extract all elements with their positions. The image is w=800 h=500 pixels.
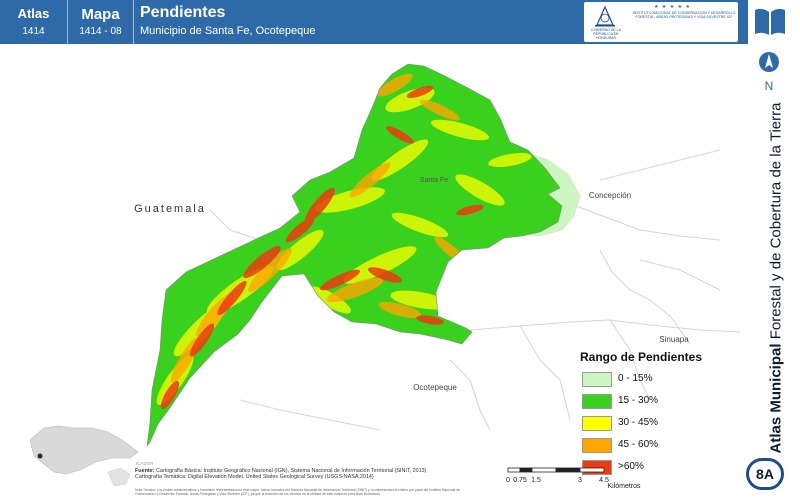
legend-label: >60% [618, 461, 644, 472]
legend-label: 0 - 15% [618, 373, 653, 384]
north-arrow-icon: N [759, 52, 779, 93]
institute-text: INSTITUTO NACIONAL DE CONSERVACIÓN Y DES… [632, 11, 736, 20]
honduras-seal-icon [595, 5, 615, 27]
label-ocotepeque: Ocotepeque [413, 383, 457, 392]
legend-swatch [582, 438, 612, 453]
legend-label: 30 - 45% [618, 417, 659, 428]
inset-credit: ICADOR [136, 461, 154, 466]
legend-label: 45 - 60% [618, 439, 659, 450]
label-sinuapa: Sinuapa [659, 335, 689, 344]
legend-swatch [582, 416, 612, 431]
legend-swatch [582, 394, 612, 409]
source-line-2: Cartografía Temática: Digital Elevation … [135, 474, 374, 481]
open-book-icon[interactable] [752, 4, 788, 38]
label-guatemala: Guatemala [134, 203, 206, 215]
scale-unit: Kilómetros [607, 483, 641, 490]
slope-legend: Rango de Pendientes 0 - 15% 15 - 30% 30 … [580, 350, 730, 479]
north-label: N [765, 79, 774, 93]
legend-label: 15 - 30% [618, 395, 659, 406]
technical-note: Nota Técnica: Los límites administrativo… [135, 488, 460, 496]
atlas-block: Atlas 1414 [0, 0, 68, 44]
slope-map: Guatemala Santa Fe Concepción Sinuapa Oc… [29, 63, 741, 487]
legend-title: Rango de Pendientes [580, 350, 703, 364]
atlas-series-title: Atlas Municipal Forestal y de Cobertura … [768, 103, 785, 454]
source-text: Fuente: Cartografía Básica: Instituto Ge… [135, 468, 475, 480]
slope-raster [147, 64, 562, 446]
institution-logos: GOBIERNO DE LA REPÚBLICA DE HONDURAS ★ ★… [584, 2, 738, 42]
scale-tick: 0 [506, 477, 510, 484]
source-label: Fuente: [135, 468, 155, 474]
stars-icon: ★ ★ ★ ★ ★ [654, 4, 691, 10]
series-title-rest: Forestal y de Cobertura de la Tierra [767, 102, 785, 344]
legend-item-30-45: 30 - 45% [580, 413, 730, 435]
legend-item-45-60: 45 - 60% [580, 435, 730, 457]
label-concepcion: Concepción [589, 191, 631, 200]
title-block: Pendientes Municipio de Santa Fe, Ocotep… [140, 4, 316, 37]
source-line-1: Cartografía Básica: Instituto Geográfico… [154, 468, 427, 474]
map-block: Mapa 1414 - 08 [68, 0, 134, 44]
scale-tick: 0.75 [513, 477, 527, 484]
series-title-bold: Atlas Municipal [767, 343, 785, 454]
label-santa-fe: Santa Fe [420, 177, 449, 184]
municipality-boundary [146, 63, 563, 448]
header-bar: Atlas 1414 Mapa 1414 - 08 Pendientes Mun… [0, 0, 748, 44]
atlas-label: Atlas [17, 6, 50, 21]
scale-tick: 1.5 [531, 477, 541, 484]
legend-item-15-30: 15 - 30% [580, 391, 730, 413]
map-code: 1414 - 08 [79, 26, 122, 37]
legend-swatch [582, 372, 612, 387]
legend-item-0-15: 0 - 15% [580, 369, 730, 391]
scale-bar: 0 0.75 1.5 3 4.5 Kilómetros [506, 467, 641, 490]
honduras-inset-map [29, 425, 139, 487]
scale-tick: 4.5 [599, 477, 609, 484]
map-label: Mapa [81, 6, 120, 23]
atlas-number: 1414 [22, 26, 45, 37]
page-subtitle: Municipio de Santa Fe, Ocotepeque [140, 25, 316, 37]
map-number-badge: 8A [746, 458, 784, 490]
road-network [209, 149, 741, 431]
scale-tick: 3 [578, 477, 582, 484]
page-title: Pendientes [140, 4, 226, 21]
gov-text: GOBIERNO DE LA REPÚBLICA DE HONDURAS [591, 28, 621, 40]
